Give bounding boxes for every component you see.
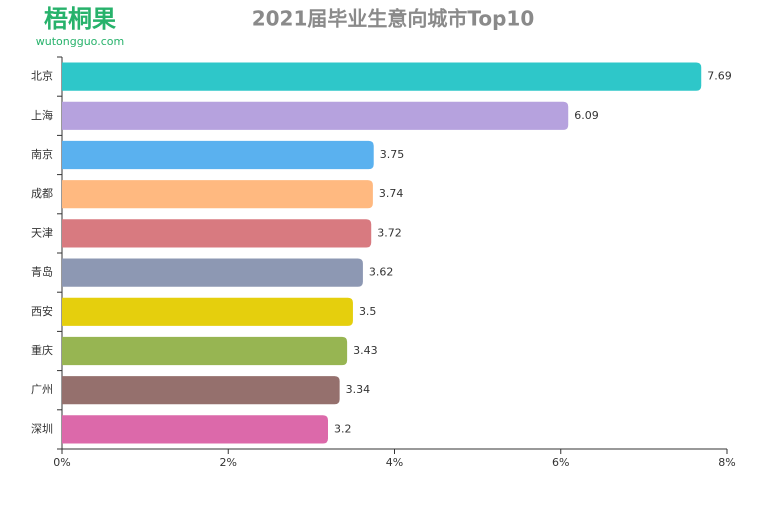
- value-label: 3.62: [369, 266, 394, 279]
- value-label: 3.72: [377, 226, 402, 239]
- x-tick-label: 4%: [386, 456, 403, 469]
- x-tick-label: 0%: [53, 456, 70, 469]
- value-label: 3.75: [380, 148, 405, 161]
- y-tick-label: 深圳: [31, 422, 53, 435]
- value-label: 3.74: [379, 187, 404, 200]
- value-label: 3.5: [359, 305, 377, 318]
- value-label: 7.69: [707, 70, 732, 83]
- chart-title: 2021届毕业生意向城市Top10: [252, 7, 535, 31]
- bar: [62, 258, 363, 287]
- x-tick-label: 2%: [220, 456, 237, 469]
- value-label: 6.09: [574, 109, 599, 122]
- y-tick-label: 广州: [31, 383, 53, 396]
- bar: [62, 297, 353, 326]
- y-tick-label: 西安: [31, 304, 53, 318]
- bar: [62, 101, 569, 130]
- value-label: 3.34: [346, 383, 371, 396]
- y-tick-label: 上海: [31, 108, 53, 122]
- logo-url: wutongguo.com: [36, 35, 124, 48]
- bar: [62, 415, 328, 444]
- bar: [62, 219, 372, 248]
- bar: [62, 376, 340, 405]
- bar: [62, 140, 374, 170]
- y-tick-label: 天津: [31, 226, 53, 239]
- bar: [62, 336, 348, 366]
- bar: [62, 62, 702, 91]
- logo-name: 梧桐果: [44, 5, 116, 33]
- y-tick-label: 青岛: [31, 265, 53, 279]
- x-tick-label: 8%: [718, 456, 735, 469]
- bar: [62, 180, 373, 209]
- value-label: 3.2: [334, 422, 352, 435]
- y-tick-label: 成都: [31, 187, 53, 200]
- x-tick-label: 6%: [552, 456, 569, 469]
- value-label: 3.43: [353, 344, 378, 357]
- y-tick-label: 南京: [31, 147, 53, 161]
- y-tick-label: 重庆: [31, 343, 53, 357]
- y-tick-label: 北京: [31, 69, 53, 83]
